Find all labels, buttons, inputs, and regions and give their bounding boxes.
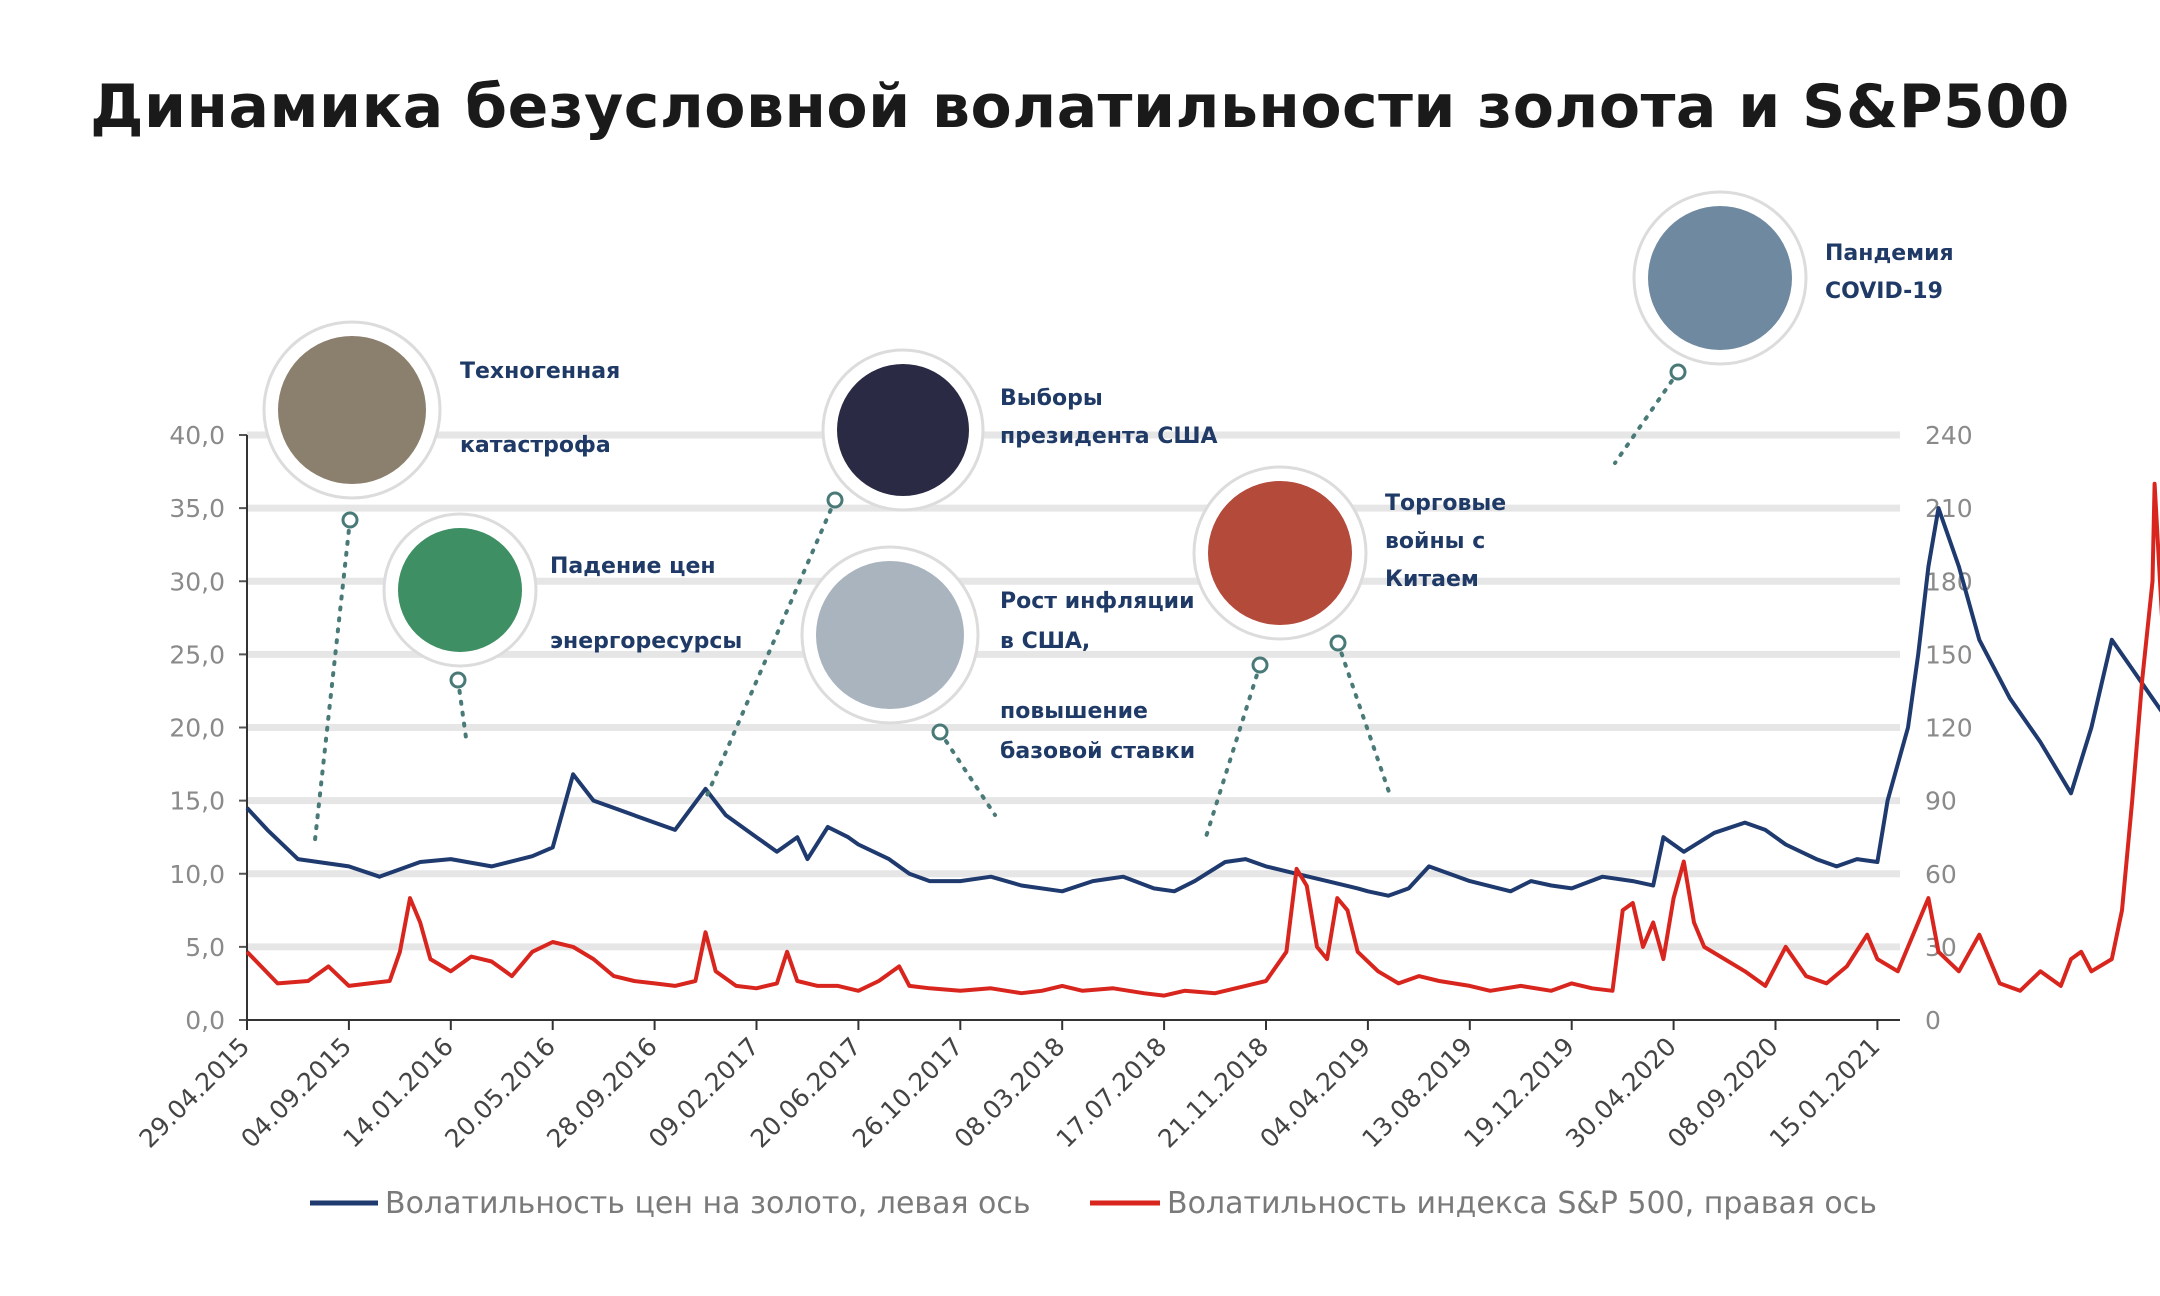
annotation-photo (837, 364, 969, 496)
annotation-anchor (1251, 656, 1269, 674)
annotation-label: базовой ставки (1000, 739, 1195, 764)
left-axis-ticks: 0,0 5,0 10,0 15,0 20,0 25,0 30,0 35,0 40,0 (169, 421, 1900, 1035)
annotation-leader (313, 518, 352, 842)
annotation-1: Техногенная катастрофа (262, 320, 620, 842)
annotation-photo (1648, 206, 1792, 350)
annotation-label: Рост инфляции (1000, 589, 1195, 614)
right-tick-label: 0 (1925, 1006, 1941, 1035)
annotation-photo (816, 561, 964, 709)
right-tick-label: 30 (1925, 933, 1957, 962)
legend-label: Волатильность цен на золото, левая ось (385, 1186, 1031, 1221)
legend-label: Волатильность индекса S&P 500, правая ос… (1167, 1186, 1877, 1221)
annotation-label: Китаем (1385, 567, 1479, 592)
annotation-label: войны с (1385, 529, 1485, 554)
legend: Волатильность цен на золото, левая ось Во… (310, 1186, 1877, 1221)
annotation-2: Падение цен энергоресурсы (382, 512, 742, 747)
annotation-leader (456, 678, 469, 747)
chart-title: Динамика безусловной волатильности золот… (90, 72, 2070, 142)
annotation-label: Падение цен (550, 554, 716, 579)
left-tick-label: 30,0 (169, 567, 225, 596)
annotations: Техногенная катастрофа Падение цен энергоре… (262, 190, 1954, 842)
annotation-label: Пандемия (1825, 241, 1954, 266)
left-tick-label: 15,0 (169, 787, 225, 816)
annotation-leader (703, 498, 837, 802)
annotation-label: COVID-19 (1825, 279, 1943, 304)
annotation-4: Рост инфляции в США, повышение базовой став… (800, 545, 1195, 817)
gold-volatility-line (245, 506, 2160, 898)
sp500-volatility-line (245, 481, 2160, 998)
annotation-6: Пандемия COVID-19 (1613, 190, 1954, 465)
left-tick-label: 40,0 (169, 421, 225, 450)
left-tick-label: 20,0 (169, 714, 225, 743)
left-tick-label: 35,0 (169, 494, 225, 523)
annotation-3: Выборы президента США (703, 348, 1218, 802)
annotation-photo (278, 336, 426, 484)
right-tick-label: 240 (1925, 421, 1973, 450)
annotation-photo (398, 528, 522, 652)
series-lines (245, 481, 2160, 998)
annotation-label: президента США (1000, 424, 1218, 449)
annotation-label: катастрофа (460, 433, 611, 458)
annotation-leader (1613, 370, 1680, 465)
annotation-label: Торговые (1385, 491, 1506, 516)
annotation-leader (1336, 641, 1392, 797)
left-tick-label: 10,0 (169, 860, 225, 889)
left-tick-label: 25,0 (169, 640, 225, 669)
left-tick-label: 5,0 (185, 933, 225, 962)
annotation-anchor (931, 723, 949, 741)
annotation-photo (1208, 481, 1352, 625)
annotation-label: Техногенная (460, 359, 620, 384)
left-tick-label: 0,0 (185, 1006, 225, 1035)
x-tick-label: 15.01.2021 (1764, 1032, 1886, 1154)
annotation-anchor (449, 671, 467, 689)
annotation-label: энергоресурсы (550, 629, 742, 654)
annotation-5: Торговые войны с Китаем (1192, 465, 1506, 842)
right-tick-label: 210 (1925, 494, 1973, 523)
annotation-label: повышение (1000, 699, 1148, 724)
annotation-anchor (341, 511, 359, 529)
x-axis-ticks: 29.04.201504.09.201514.01.201620.05.2016… (134, 1020, 1886, 1153)
right-tick-label: 120 (1925, 714, 1973, 743)
gridlines (247, 431, 1900, 951)
annotation-leader (1203, 663, 1262, 842)
annotation-anchor (1329, 634, 1347, 652)
right-tick-label: 90 (1925, 787, 1957, 816)
annotation-label: в США, (1000, 629, 1090, 654)
right-tick-label: 60 (1925, 860, 1957, 889)
annotation-anchor (826, 491, 844, 509)
right-tick-label: 150 (1925, 640, 1973, 669)
annotation-label: Выборы (1000, 386, 1103, 411)
annotation-anchor (1669, 363, 1687, 381)
